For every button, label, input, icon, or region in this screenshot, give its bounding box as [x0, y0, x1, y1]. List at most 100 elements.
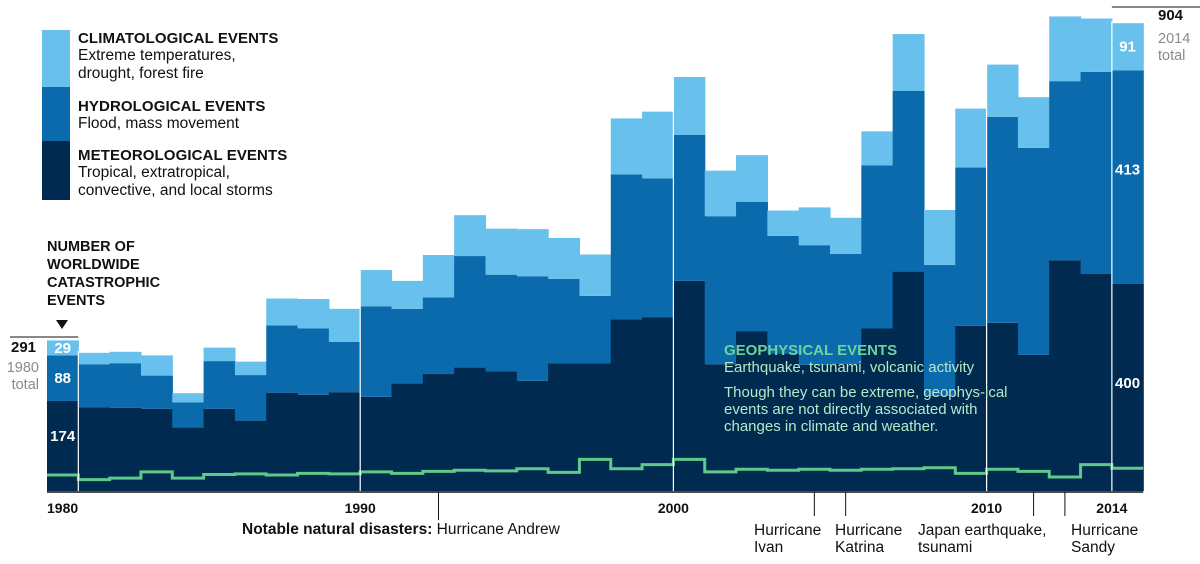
bar-meteorological-1995 — [516, 380, 549, 491]
bar-hydrological-1989 — [328, 341, 361, 393]
total-2014-value: 904 — [1158, 7, 1184, 24]
bar-meteorological-2013 — [1080, 273, 1113, 491]
bar-climatological-2002 — [736, 155, 768, 202]
bar-hydrological-1981 — [78, 364, 111, 408]
bar-climatological-2009 — [955, 108, 988, 168]
x-tick-label-1990: 1990 — [345, 500, 376, 516]
bar-climatological-1992 — [422, 255, 455, 298]
legend-swatch-climatological — [42, 30, 70, 87]
legend-title-climatological: CLIMATOLOGICAL EVENTS — [78, 30, 279, 47]
bar-hydrological-1998 — [610, 174, 643, 320]
disaster-sandy-line-1: Hurricane — [1071, 522, 1139, 539]
bar-climatological-1988 — [297, 299, 330, 329]
bar-hydrological-1990 — [360, 306, 393, 397]
bar-climatological-1993 — [454, 215, 487, 257]
bar-climatological-1987 — [266, 298, 299, 326]
bar-meteorological-1999 — [642, 317, 674, 491]
bar-meteorological-2008 — [923, 395, 956, 491]
bar-meteorological-2010 — [986, 322, 1019, 491]
bar-meteorological-1996 — [548, 363, 581, 491]
bar-hydrological-2009 — [955, 167, 988, 326]
bar-meteorological-1986 — [234, 420, 267, 491]
legend-desc-climatological-2: drought, forest fire — [78, 65, 204, 82]
bar-hydrological-2000 — [673, 134, 706, 281]
bar-meteorological-1992 — [422, 374, 455, 491]
bar-meteorological-2009 — [955, 325, 988, 491]
bar-climatological-1980 — [47, 340, 79, 356]
bar-meteorological-1988 — [297, 394, 330, 491]
bar-meteorological-1998 — [610, 319, 643, 491]
bar-climatological-2001 — [704, 170, 737, 217]
bar-climatological-1996 — [548, 237, 581, 279]
x-tick-label-2014: 2014 — [1096, 500, 1127, 516]
bar-hydrological-1996 — [548, 278, 581, 364]
data-label-climatological-1980: 29 — [54, 340, 71, 357]
bar-climatological-1986 — [234, 361, 267, 376]
bar-climatological-1982 — [109, 351, 142, 364]
legend-title-meteorological: METEOROLOGICAL EVENTS — [78, 147, 288, 164]
data-label-hydrological-2014: 413 — [1115, 161, 1140, 178]
bar-hydrological-2014 — [1111, 70, 1144, 285]
bar-hydrological-1984 — [172, 402, 205, 428]
bar-climatological-1994 — [485, 228, 518, 275]
total-1980-label-word: total — [11, 377, 39, 393]
bar-meteorological-1994 — [485, 371, 518, 491]
bar-meteorological-2014 — [1111, 284, 1144, 491]
bar-meteorological-1990 — [360, 396, 393, 491]
bar-meteorological-2011 — [1017, 354, 1050, 491]
geophysical-desc: Earthquake, tsunami, volcanic activity — [724, 359, 975, 376]
legend-desc-meteorological-1: Tropical, extratropical, — [78, 164, 230, 181]
bar-hydrological-1988 — [297, 328, 330, 395]
bar-climatological-2010 — [986, 64, 1019, 117]
total-2014-label-year: 2014 — [1158, 31, 1191, 47]
bar-hydrological-2012 — [1049, 81, 1082, 261]
bar-climatological-2000 — [673, 77, 706, 135]
bar-climatological-1989 — [328, 308, 361, 342]
bar-meteorological-2002 — [736, 331, 768, 491]
bar-climatological-2006 — [861, 131, 894, 166]
legend-swatch-meteorological — [42, 141, 70, 200]
disaster-sandy-line-2: Sandy — [1071, 539, 1115, 556]
bar-hydrological-1980 — [47, 355, 79, 401]
disaster-label-andrew: Hurricane Andrew — [436, 521, 560, 538]
legend-desc-meteorological-2: convective, and local storms — [78, 182, 273, 199]
disaster-katrina-line-2: Katrina — [835, 539, 885, 556]
bar-hydrological-2005 — [830, 253, 862, 364]
chart-title-line-1: NUMBER OF — [47, 239, 135, 255]
data-label-meteorological-2014: 400 — [1115, 375, 1140, 392]
data-label-climatological-2014: 91 — [1119, 39, 1136, 56]
disaster-japan-line-1: Japan earthquake, — [918, 522, 1047, 539]
bar-hydrological-2001 — [704, 216, 737, 365]
bar-climatological-2014 — [1111, 23, 1144, 71]
bar-meteorological-2000 — [673, 280, 706, 491]
disaster-japan-line-2: tsunami — [918, 539, 973, 556]
x-tick-label-2010: 2010 — [971, 500, 1002, 516]
data-label-hydrological-1980: 88 — [54, 370, 71, 387]
bar-climatological-1991 — [391, 280, 424, 309]
bar-meteorological-1989 — [328, 392, 361, 491]
bar-meteorological-1984 — [172, 427, 205, 491]
bar-climatological-2004 — [798, 207, 831, 246]
bar-hydrological-1982 — [109, 363, 142, 408]
bar-meteorological-2006 — [861, 328, 894, 491]
bar-hydrological-2010 — [986, 116, 1019, 323]
total-2014-label-word: total — [1158, 48, 1186, 64]
bar-hydrological-2008 — [923, 264, 956, 396]
bar-hydrological-1991 — [391, 308, 424, 384]
bar-meteorological-1997 — [579, 363, 612, 491]
bar-meteorological-1985 — [203, 408, 236, 491]
bar-hydrological-1999 — [642, 178, 674, 318]
bar-climatological-1999 — [642, 111, 674, 179]
bar-climatological-1998 — [610, 118, 643, 175]
bar-hydrological-1992 — [422, 297, 455, 375]
bar-hydrological-1987 — [266, 325, 299, 393]
disaster-label-ivan: Hurricane Ivan — [754, 522, 821, 556]
disaster-label-sandy: Hurricane Sandy — [1071, 522, 1138, 556]
bar-climatological-1983 — [140, 355, 173, 376]
bar-hydrological-1983 — [140, 375, 173, 409]
bar-climatological-1985 — [203, 347, 236, 362]
x-tick-label-1980: 1980 — [47, 500, 78, 516]
bar-hydrological-2004 — [798, 245, 831, 365]
total-2014-label: 2014 total — [1158, 31, 1190, 65]
